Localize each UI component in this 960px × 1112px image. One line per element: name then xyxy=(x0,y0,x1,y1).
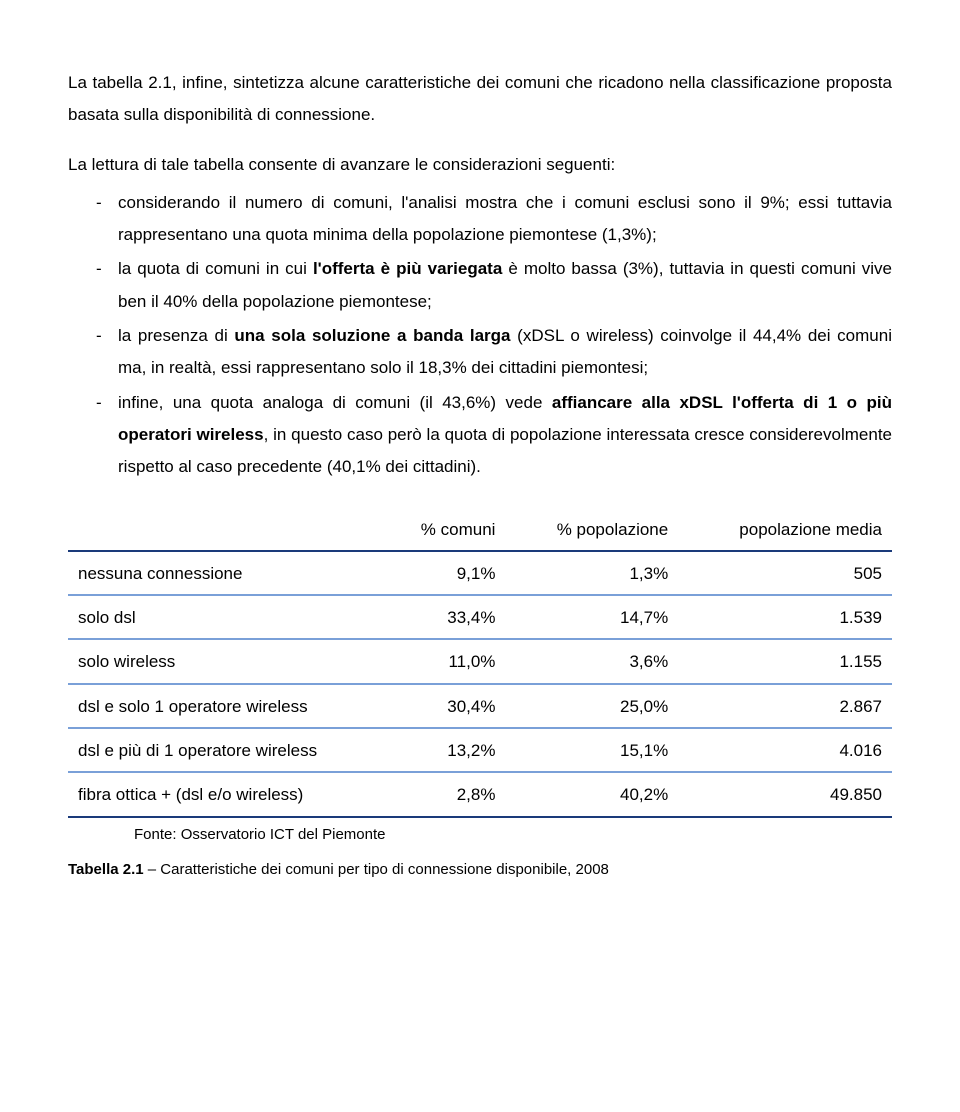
bullet-2: la quota di comuni in cui l'offerta è pi… xyxy=(96,253,892,318)
row-label: dsl e solo 1 operatore wireless xyxy=(68,684,381,728)
col-header-popolazione: % popolazione xyxy=(505,508,678,551)
cell: 9,1% xyxy=(381,551,505,595)
data-table: % comuni % popolazione popolazione media… xyxy=(68,508,892,818)
row-label: solo wireless xyxy=(68,639,381,683)
cell: 13,2% xyxy=(381,728,505,772)
table-row: dsl e solo 1 operatore wireless 30,4% 25… xyxy=(68,684,892,728)
cell: 14,7% xyxy=(505,595,678,639)
row-label: dsl e più di 1 operatore wireless xyxy=(68,728,381,772)
bullet-3-bold: una sola soluzione a banda larga xyxy=(234,326,510,345)
cell: 33,4% xyxy=(381,595,505,639)
table-caption: Tabella 2.1 – Caratteristiche dei comuni… xyxy=(68,856,892,885)
table-row: solo wireless 11,0% 3,6% 1.155 xyxy=(68,639,892,683)
cell: 4.016 xyxy=(678,728,892,772)
table-header-row: % comuni % popolazione popolazione media xyxy=(68,508,892,551)
cell: 1,3% xyxy=(505,551,678,595)
cell: 15,1% xyxy=(505,728,678,772)
bullet-4: infine, una quota analoga di comuni (il … xyxy=(96,387,892,484)
cell: 1.539 xyxy=(678,595,892,639)
col-header-media: popolazione media xyxy=(678,508,892,551)
caption-num: Tabella 2.1 xyxy=(68,861,144,878)
table-row: nessuna connessione 9,1% 1,3% 505 xyxy=(68,551,892,595)
bullet-2-bold: l'offerta è più variegata xyxy=(313,259,502,278)
intro-paragraph-1: La tabella 2.1, infine, sintetizza alcun… xyxy=(68,67,892,132)
intro-paragraph-2: La lettura di tale tabella consente di a… xyxy=(68,149,892,181)
cell: 25,0% xyxy=(505,684,678,728)
bullet-list: considerando il numero di comuni, l'anal… xyxy=(68,187,892,484)
cell: 2,8% xyxy=(381,772,505,816)
cell: 49.850 xyxy=(678,772,892,816)
cell: 1.155 xyxy=(678,639,892,683)
cell: 40,2% xyxy=(505,772,678,816)
col-header-comuni: % comuni xyxy=(381,508,505,551)
row-label: solo dsl xyxy=(68,595,381,639)
cell: 3,6% xyxy=(505,639,678,683)
row-label: nessuna connessione xyxy=(68,551,381,595)
bullet-4-a: infine, una quota analoga di comuni (il … xyxy=(118,393,552,412)
cell: 2.867 xyxy=(678,684,892,728)
bullet-1: considerando il numero di comuni, l'anal… xyxy=(96,187,892,252)
bullet-3: la presenza di una sola soluzione a band… xyxy=(96,320,892,385)
row-label: fibra ottica + (dsl e/o wireless) xyxy=(68,772,381,816)
table-source: Fonte: Osservatorio ICT del Piemonte xyxy=(68,818,892,851)
cell: 11,0% xyxy=(381,639,505,683)
table-row: solo dsl 33,4% 14,7% 1.539 xyxy=(68,595,892,639)
table-row: dsl e più di 1 operatore wireless 13,2% … xyxy=(68,728,892,772)
bullet-3-a: la presenza di xyxy=(118,326,234,345)
cell: 30,4% xyxy=(381,684,505,728)
caption-text: – Caratteristiche dei comuni per tipo di… xyxy=(144,861,609,878)
bullet-2-a: la quota di comuni in cui xyxy=(118,259,313,278)
table-row: fibra ottica + (dsl e/o wireless) 2,8% 4… xyxy=(68,772,892,816)
cell: 505 xyxy=(678,551,892,595)
